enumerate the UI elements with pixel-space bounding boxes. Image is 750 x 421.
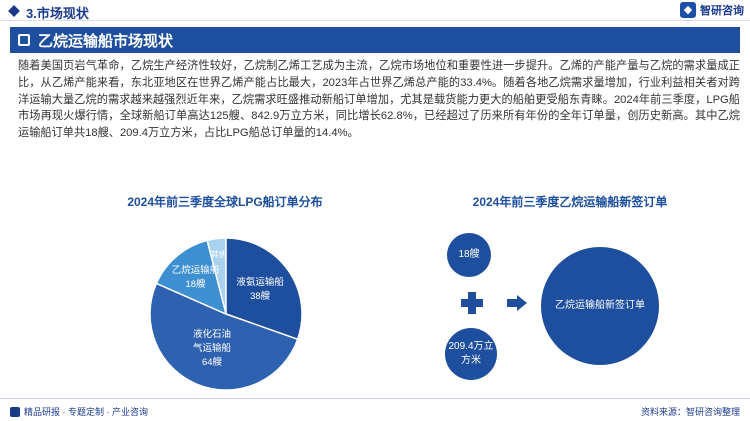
pie-slice-2 [155,239,228,316]
body-paragraph: 随着美国页岩气革命，乙烷生产经济性较好，乙烷制乙烯工艺成为主流，乙烷市场地位和重… [18,60,740,140]
logo-text: 智研咨询 [700,5,744,17]
pie-slice-label: 其他 [210,250,227,260]
pie-slice-label: 液氨运输船 38艘 [236,276,284,302]
footer-services-text: 精品研报 · 专题定制 · 产业咨询 [24,407,148,417]
page-title: 乙烷运输船市场现状 [38,32,174,50]
logo-icon: ◆ [680,2,696,18]
logo: ◆ 智研咨询 [680,2,744,18]
section-marker-icon [8,5,20,17]
footer-divider [0,398,750,399]
plus-icon-bar [461,299,483,307]
pie-slice-label: 液化石油 气运输船 64艘 [192,329,231,369]
arrow-right-icon-head [517,295,527,311]
pie-slice-1 [150,282,299,390]
pie-slice-0 [225,237,302,341]
banner-square-icon [18,34,30,46]
ships-count-circle: 18艘 [447,233,491,277]
footer-logo-icon [10,406,20,417]
volume-circle: 209.4万立方米 [445,328,497,380]
top-bar: 3.市场现状 ◆ 智研咨询 [0,0,750,22]
pie-chart [150,237,302,390]
footer-source: 资料来源：智研咨询整理 [640,407,740,417]
pie-slice-label: 乙烷运输船 18艘 [171,265,220,291]
pie-chart-title: 2024年前三季度全球LPG船订单分布 [127,195,323,209]
section-title: 3.市场现状 [26,6,89,21]
new-orders-title: 2024年前三季度乙烷运输船新签订单 [472,195,668,209]
result-circle: 乙烷运输船新签订单 [541,247,659,365]
arrow-right-icon [507,299,517,307]
footer-services: 精品研报 · 专题定制 · 产业咨询 [10,405,148,418]
top-divider [0,20,750,21]
title-banner: 乙烷运输船市场现状 [10,27,740,53]
